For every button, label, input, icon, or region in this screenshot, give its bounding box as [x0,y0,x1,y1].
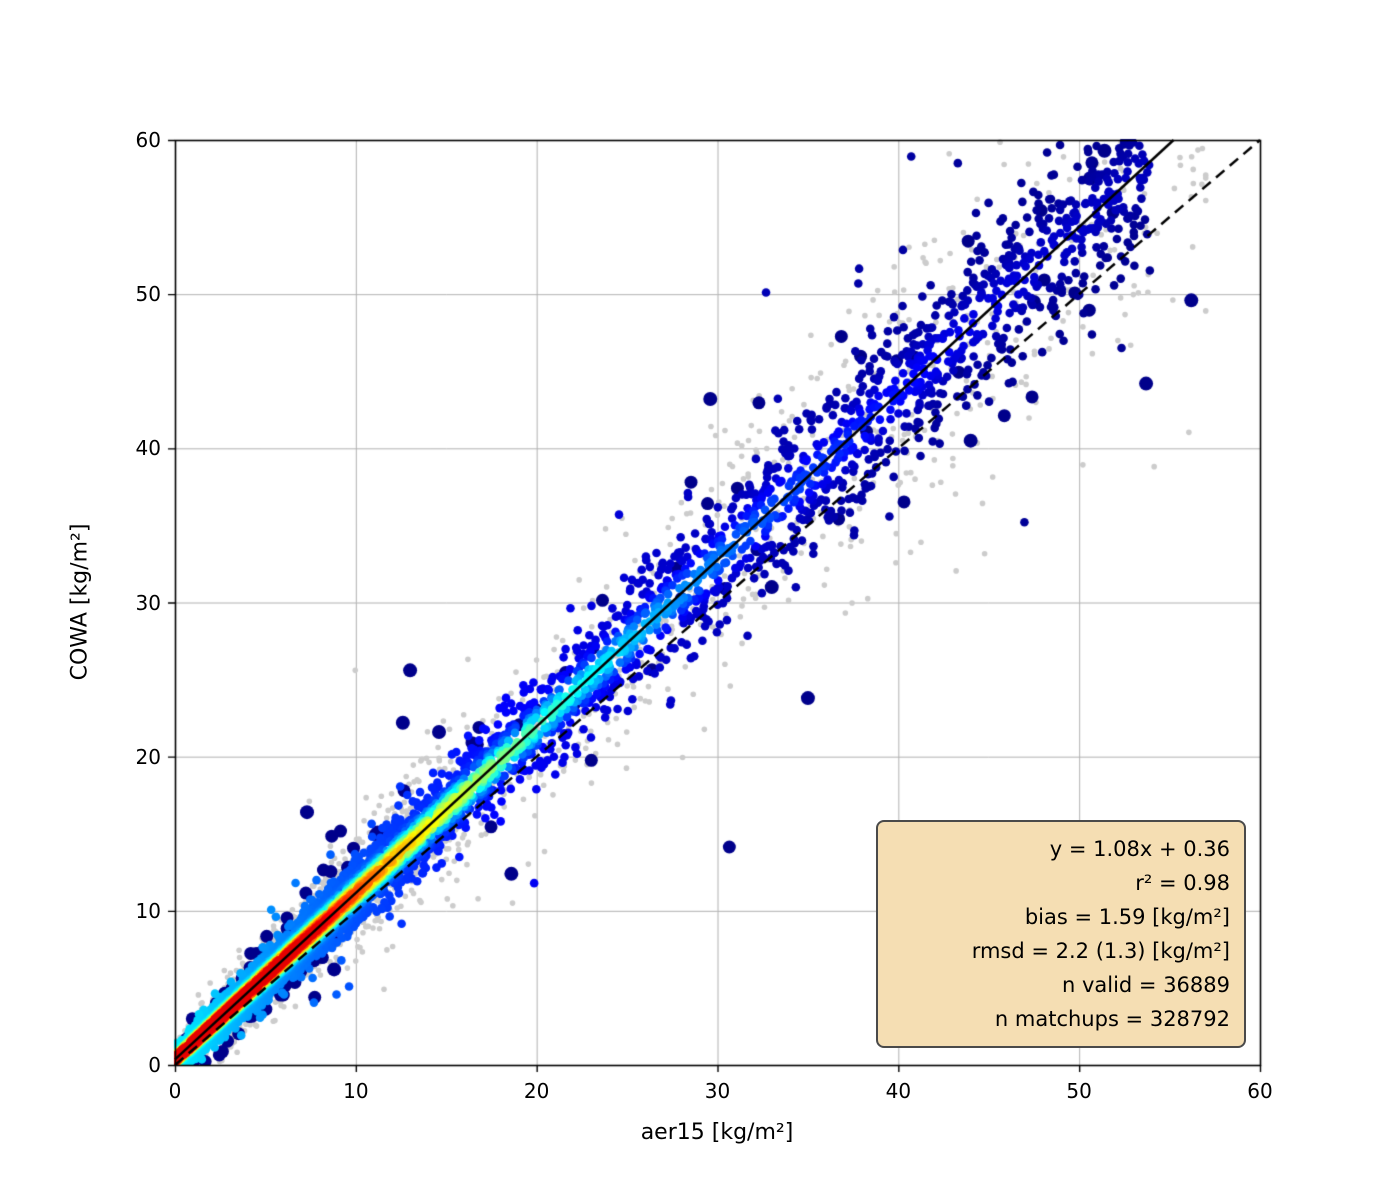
y-tick-label: 30 [135,590,161,615]
x-tick-label: 0 [168,1079,182,1103]
stats-box: y = 1.08x + 0.36 r² = 0.98 bias = 1.59 [… [876,820,1246,1048]
y-tick-label: 50 [135,282,161,307]
x-tick-label: 10 [343,1079,369,1103]
x-tick-label: 60 [1247,1079,1273,1103]
x-axis-label: aer15 [kg/m²] [640,1120,794,1145]
stats-line-equation: y = 1.08x + 0.36 [1049,837,1230,861]
x-tick-label: 50 [1066,1079,1092,1103]
y-tick-label: 60 [135,128,161,152]
y-tick-label: 10 [135,898,161,923]
y-axis-label: COWA [kg/m²] [67,523,93,681]
stats-line-nmatchups: n matchups = 328792 [994,1007,1230,1031]
stats-line-rmsd: rmsd = 2.2 (1.3) [kg/m²] [971,939,1230,963]
y-tick-label: 40 [135,436,161,461]
stats-line-r2: r² = 0.98 [1135,871,1230,895]
y-tick-label: 0 [148,1053,161,1077]
x-tick-label: 30 [704,1079,731,1103]
x-tick-label: 40 [885,1079,912,1103]
y-tick-label: 20 [135,744,161,769]
stats-line-nvalid: n valid = 36889 [1061,973,1230,997]
x-tick-label: 20 [523,1079,550,1103]
stats-line-bias: bias = 1.59 [kg/m²] [1024,905,1230,929]
